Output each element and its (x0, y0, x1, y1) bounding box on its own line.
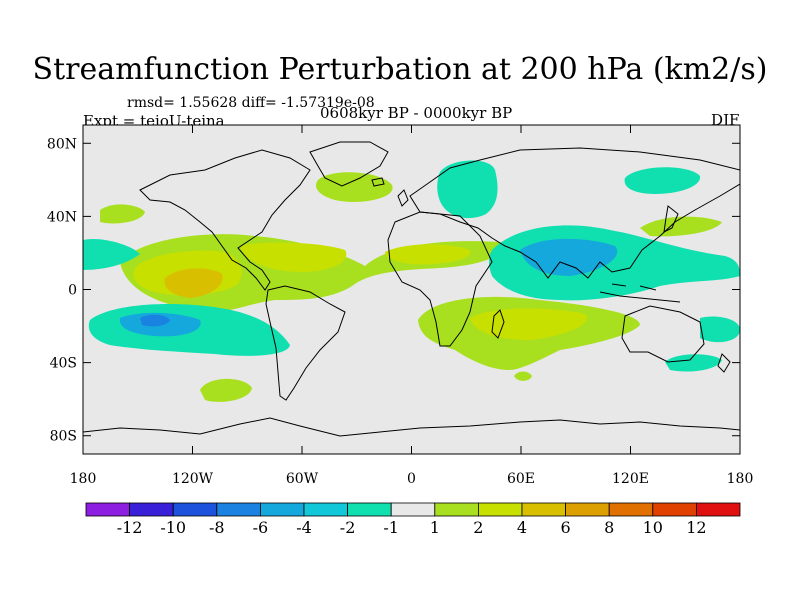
contour-negative-ne-pacific (624, 167, 701, 194)
colorbar-swatch (521, 502, 566, 517)
colorbar-swatch (259, 502, 305, 517)
coast-australia (621, 305, 705, 363)
stats-text: rmsd= 1.55628 diff= -1.57319e-08 (127, 95, 375, 111)
colorbar-swatch (347, 502, 392, 517)
lon-tick-label: 60E (507, 471, 535, 487)
colorbar-label: -10 (160, 518, 186, 537)
colorbar-swatch (172, 502, 218, 517)
contour-positive-ne-pacific (100, 204, 145, 224)
colorbar-swatch (85, 502, 130, 517)
coast-north-america (139, 149, 311, 291)
coast-japan (663, 205, 679, 233)
coast-eurasia (409, 147, 740, 279)
contour-positive-south-atlantic-small (514, 371, 532, 381)
contour-positive-6-max (164, 268, 223, 298)
colorbar-label: 12 (686, 518, 706, 537)
colorbar-swatch (477, 502, 523, 517)
colorbar-swatch (652, 502, 697, 517)
coastlines (83, 141, 740, 437)
contour-negative-4-asia (520, 238, 618, 276)
contour-negative-tropical-pacific-west (83, 238, 140, 270)
contour-negative-sw-pacific (665, 354, 722, 372)
colorbar-label: -2 (340, 518, 356, 537)
colorbar-label: -8 (209, 518, 225, 537)
lon-tick-label: 120E (612, 471, 649, 487)
contour-negative-east-pacific (700, 316, 740, 343)
colorbar-label: 1 (430, 518, 440, 537)
coast-uk (397, 189, 409, 207)
colorbar-swatch (434, 502, 479, 517)
lat-tick-label: 40N (47, 209, 77, 225)
colorbar: -12 -10 -8 -6 -4 -2 -1 1 2 4 6 8 10 12 (85, 502, 741, 537)
colorbar-label: -6 (253, 518, 269, 537)
coast-iceland (371, 177, 385, 187)
colorbar-label: -4 (296, 518, 312, 537)
colorbar-swatch (303, 502, 348, 517)
colorbar-label: -12 (117, 518, 143, 537)
longitude-axis: 180 120W 60W 0 60E 120E 180 (70, 125, 754, 487)
contour-negative-6-pacific (140, 314, 170, 327)
lat-tick-label: 80S (50, 429, 77, 445)
contour-positive-japan (640, 216, 722, 237)
contour-negative-scandinavia (437, 160, 498, 219)
colorbar-swatch (390, 502, 436, 517)
contour-positive-4-indian (470, 308, 587, 340)
contour-fields (83, 160, 740, 402)
colorbar-label: 6 (561, 518, 571, 537)
lat-tick-label: 40S (50, 356, 77, 372)
coast-antarctica (83, 417, 740, 437)
lon-tick-label: 60W (286, 471, 319, 487)
colorbar-label: 2 (473, 518, 483, 537)
latitude-axis: 80N 40N 0 40S 80S (47, 136, 740, 445)
colorbar-label: 8 (604, 518, 614, 537)
colorbar-swatch (216, 502, 261, 517)
coast-new-zealand (717, 353, 731, 373)
contour-positive-southern-ocean (200, 378, 252, 402)
lon-tick-label: 180 (70, 471, 97, 487)
contour-positive-4-caribbean (240, 242, 347, 272)
colorbar-swatch (608, 502, 654, 517)
contour-positive-4-atlantic (385, 244, 471, 265)
coast-greenland (309, 141, 389, 187)
colorbar-swatch (696, 502, 741, 517)
colorbar-label: 4 (517, 518, 527, 537)
coast-indonesia (599, 283, 681, 303)
lon-tick-label: 180 (727, 471, 754, 487)
coast-south-america (265, 285, 346, 401)
page-title: Streamfunction Perturbation at 200 hPa (… (32, 52, 768, 87)
lat-tick-label: 80N (47, 136, 77, 152)
lon-tick-label: 0 (407, 471, 416, 487)
coast-madagascar (491, 309, 505, 339)
colorbar-swatch (129, 502, 174, 517)
lat-tick-label: 0 (68, 283, 77, 299)
lon-tick-label: 120W (172, 471, 214, 487)
colorbar-label: -1 (383, 518, 399, 537)
period-label: 0608kyr BP - 0000kyr BP (320, 104, 513, 122)
colorbar-label: 10 (643, 518, 663, 537)
colorbar-swatch (565, 502, 610, 517)
coast-africa (387, 211, 493, 347)
